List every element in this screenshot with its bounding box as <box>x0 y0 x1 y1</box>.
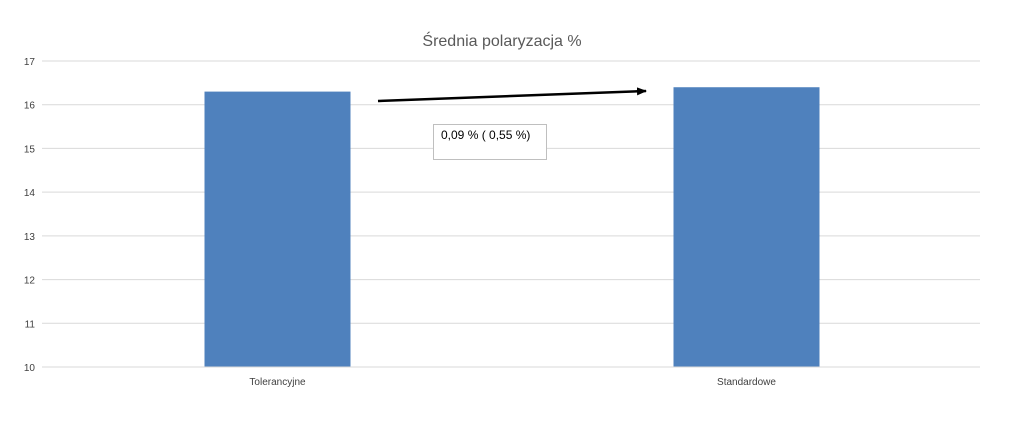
y-tick-label: 13 <box>24 232 36 243</box>
annotation-box <box>433 124 547 160</box>
bars <box>204 87 820 367</box>
bar-tolerancyjne <box>204 91 351 367</box>
y-tick-label: 12 <box>24 276 36 287</box>
x-category-label: Standardowe <box>717 377 776 388</box>
x-axis-labels: Tolerancyjne Standardowe <box>249 377 776 388</box>
annotation-label: 0,09 % ( 0,55 %) <box>441 128 531 142</box>
gridlines <box>42 60 980 324</box>
comparison-arrow <box>377 87 647 103</box>
y-tick-label: 10 <box>24 363 36 374</box>
y-tick-label: 15 <box>24 144 36 155</box>
bar-standardowe <box>673 87 820 367</box>
y-tick-label: 17 <box>24 57 36 68</box>
y-tick-label: 11 <box>25 319 36 330</box>
x-category-label: Tolerancyjne <box>249 377 306 388</box>
y-axis-ticks: 10 11 12 13 14 15 16 17 <box>24 57 36 374</box>
chart-title: Średnia polaryzacja % <box>422 31 581 50</box>
y-tick-label: 16 <box>24 101 36 112</box>
y-tick-label: 14 <box>24 188 36 199</box>
